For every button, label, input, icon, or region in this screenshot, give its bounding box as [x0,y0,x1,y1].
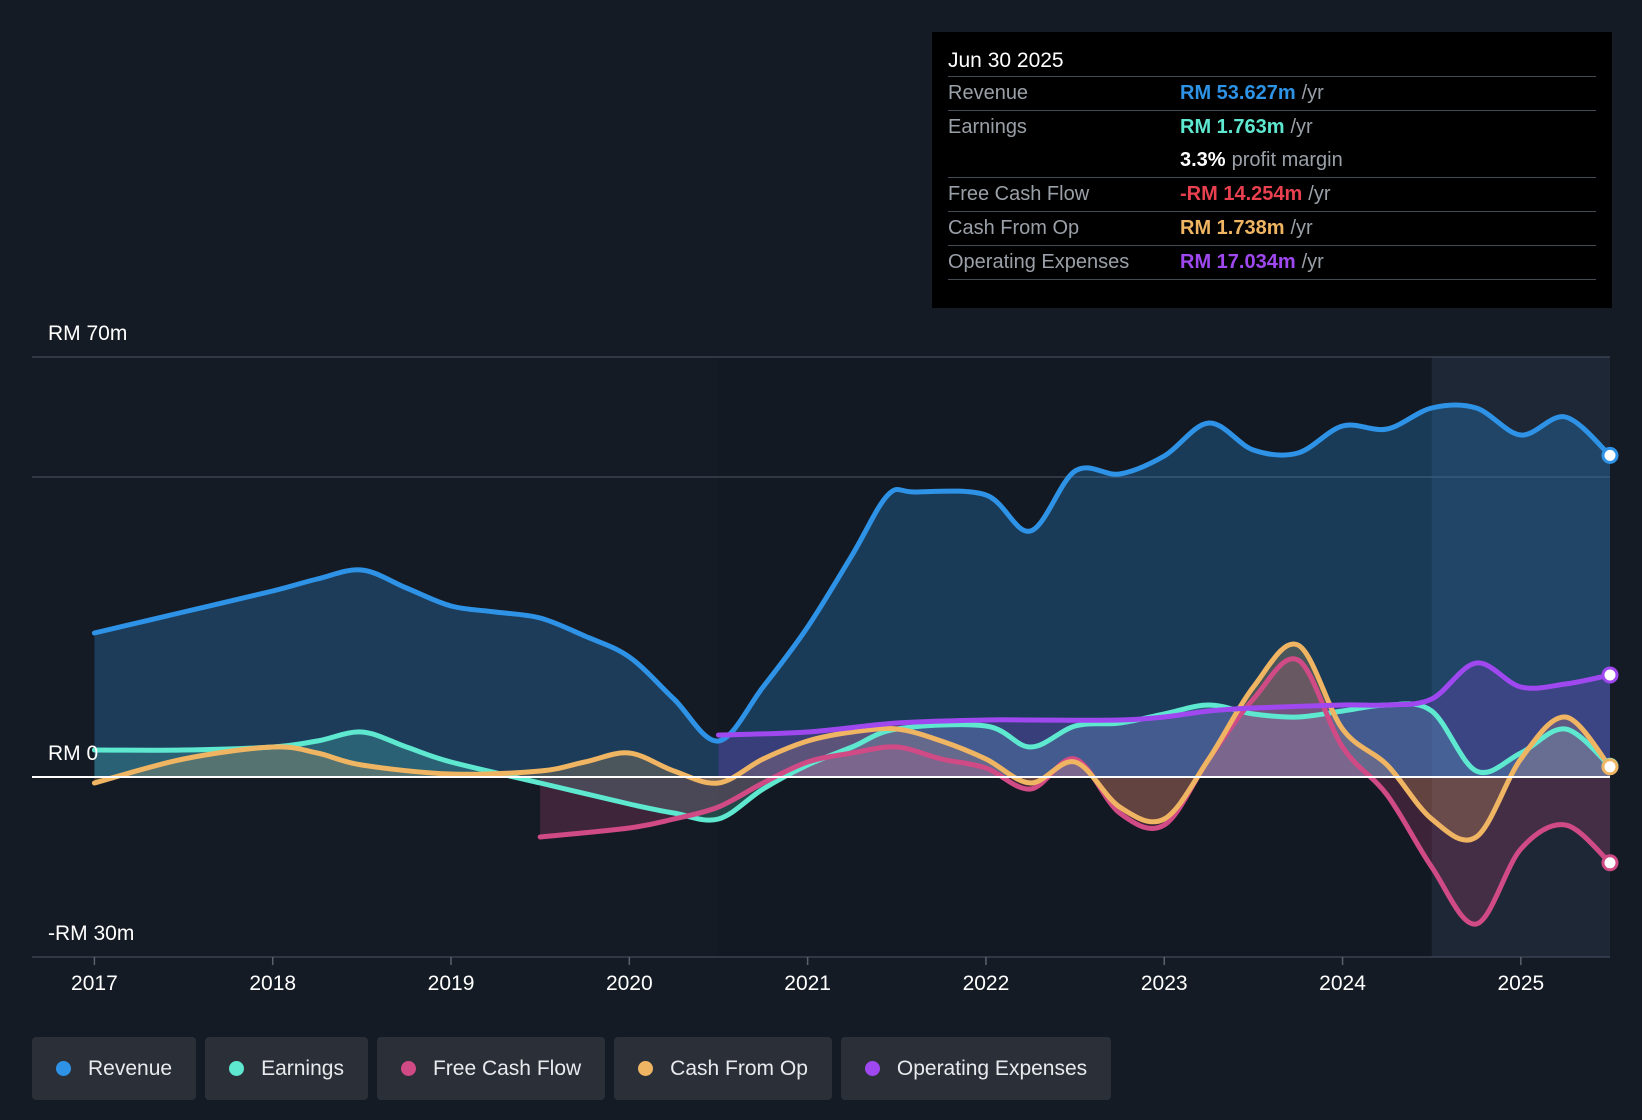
free-cash-flow-end-marker [1601,854,1619,872]
tooltip-unit: profit margin [1231,149,1343,171]
legend-label: Earnings [261,1056,344,1080]
area-layer [94,404,1611,925]
tooltip-value: RM 1.763m [1180,116,1285,138]
tooltip-value: RM 17.034m [1180,251,1296,273]
forecast-region [1431,357,1610,957]
x-tick-label: 2017 [71,972,118,995]
legend-label: Operating Expenses [896,1056,1088,1080]
tooltip-value: -RM 14.254m [1180,183,1303,205]
operating-expenses-area [718,662,1610,777]
x-tick-label: 2020 [606,972,653,995]
y-label-bottom: -RM 30m [48,922,134,945]
tooltip-value: RM 1.738m [1180,217,1285,239]
tooltip-unit: /yr [1301,251,1324,273]
tooltip-value: 3.3% [1180,149,1226,171]
earnings-dot-icon [229,1061,245,1076]
cash-from-op-area [94,643,1611,841]
tooltip-row-fcf: Free Cash Flow -RM 14.254m /yr [948,177,1596,211]
marker-layer [1601,446,1619,872]
tooltip-label: Free Cash Flow [948,183,1090,205]
operating-expenses-line [715,660,1613,738]
x-tick-label: 2021 [784,972,831,995]
free-cash-flow-dot-icon [400,1061,416,1076]
tooltip-row-cfo: Cash From Op RM 1.738m /yr [948,211,1596,245]
x-tick-label: 2023 [1141,972,1188,995]
revenue-line [91,402,1613,744]
cash-from-op-line [91,641,1613,843]
free-cash-flow-line [537,656,1613,927]
revenue-area [94,404,1611,777]
tooltip-value: RM 53.627m [1180,82,1296,104]
x-tick-label: 2018 [249,972,296,995]
legend-item-cash-from-op[interactable]: Cash From Op [614,1037,832,1100]
legend-item-operating-expenses[interactable]: Operating Expenses [840,1037,1112,1100]
legend: Revenue Earnings Free Cash Flow Cash Fro… [32,1037,1112,1100]
legend-label: Free Cash Flow [432,1056,582,1080]
tooltip-label: Revenue [948,82,1029,104]
tooltip-row-opex: Operating Expenses RM 17.034m /yr [948,245,1596,280]
cash-from-op-end-marker [1601,758,1619,776]
legend-item-earnings[interactable]: Earnings [205,1037,368,1100]
legend-item-revenue[interactable]: Revenue [32,1037,197,1100]
earnings-area [94,703,1611,821]
tooltip-row-revenue: Revenue RM 53.627m /yr [948,76,1596,110]
past-region-shade [718,357,1432,957]
tooltip-label: Cash From Op [948,217,1080,239]
y-label-zero: RM 0 [48,742,98,765]
free-cash-flow-area [540,658,1611,925]
tooltip-unit: /yr [1301,82,1324,104]
legend-label: Cash From Op [670,1056,808,1080]
operating-expenses-end-marker [1601,666,1619,684]
tooltip-panel: Jun 30 2025 Revenue RM 53.627m /yr Earni… [932,32,1612,308]
tooltip-unit: /yr [1290,217,1313,239]
y-label-top: RM 70m [48,322,127,345]
x-tick-label: 2019 [428,972,475,995]
tooltip-date: Jun 30 2025 [948,49,1064,72]
tooltip-row-earnings: Earnings RM 1.763m /yr [948,110,1596,144]
revenue-dot-icon [56,1061,71,1076]
tooltip-label: Earnings [948,116,1027,138]
operating-expenses-dot-icon [864,1061,880,1076]
revenue-end-marker [1601,446,1619,464]
line-layer [32,402,1613,927]
grid-layer [32,356,1610,965]
legend-item-free-cash-flow[interactable]: Free Cash Flow [376,1037,606,1100]
label-layer: RM 70m RM 0 -RM 30m 2017 2018 2019 2020 2021 202… [48,322,1544,995]
tooltip-row-margin: 3.3% profit margin [948,144,1596,177]
x-tick-label: 2024 [1319,972,1366,995]
x-tick-label: 2022 [963,972,1010,995]
tooltip-unit: /yr [1308,183,1331,205]
tooltip-label: Operating Expenses [948,251,1130,273]
cash-from-op-dot-icon [638,1061,654,1076]
legend-label: Revenue [88,1056,173,1080]
tooltip-unit: /yr [1290,116,1313,138]
x-tick-label: 2025 [1497,972,1544,995]
